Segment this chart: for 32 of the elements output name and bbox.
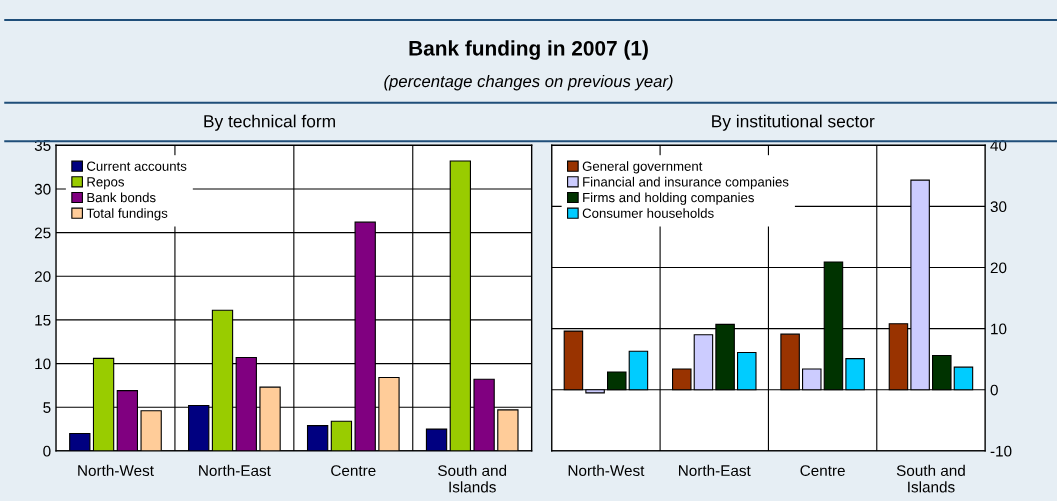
y-tick-label: 30 xyxy=(990,201,1007,213)
y-tick-label: 20 xyxy=(990,262,1007,274)
y-tick-label: 0 xyxy=(43,445,51,457)
chart-subtitle: By technical form xyxy=(204,114,335,131)
y-tick-label: 10 xyxy=(35,358,51,370)
x-tick-label: North-East xyxy=(679,464,751,477)
x-tick-label: South and Islands xyxy=(438,464,507,493)
x-tick-label: North-West xyxy=(568,464,645,477)
y-tick-label: 0 xyxy=(990,384,998,396)
legend-label: General government xyxy=(582,161,703,174)
legend-label: Consumer households xyxy=(582,208,714,218)
chart-title: Bank funding in 2007 (1) xyxy=(409,40,648,60)
y-tick-label: 15 xyxy=(35,314,51,326)
x-tick-label: Centre xyxy=(331,465,376,477)
y-tick-label: 20 xyxy=(34,271,51,282)
legend-label: Repos xyxy=(87,177,125,190)
legend-label: Current accounts xyxy=(87,161,187,171)
legend-label: Firms and holding companies xyxy=(583,192,754,205)
y-tick-label: 5 xyxy=(43,402,51,413)
x-tick-label: South and Islands xyxy=(896,464,965,493)
legend-label: Bank bonds xyxy=(87,192,156,203)
legend-label: Total fundings xyxy=(86,208,168,221)
x-tick-label: North-East xyxy=(199,464,271,477)
text: (percentage changes on previous year) xyxy=(384,74,673,91)
y-tick-label: 30 xyxy=(34,183,51,195)
x-tick-label: Centre xyxy=(800,465,845,477)
chart-subtitle: By institutional sector xyxy=(712,114,875,131)
y-tick-label: -10 xyxy=(990,445,1012,457)
y-tick-label: 10 xyxy=(991,323,1007,335)
x-tick-label: North-West xyxy=(78,464,154,477)
y-tick-label: 25 xyxy=(34,227,51,239)
legend-label: Financial and insurance companies xyxy=(583,176,789,190)
